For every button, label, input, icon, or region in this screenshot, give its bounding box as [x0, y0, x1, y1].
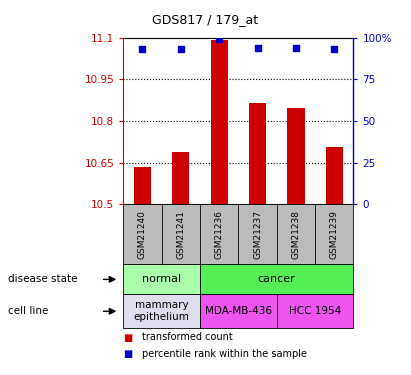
Text: GSM21237: GSM21237: [253, 210, 262, 259]
Point: [293, 45, 299, 51]
Text: ■: ■: [123, 350, 133, 359]
Text: cancer: cancer: [258, 274, 296, 284]
Point: [254, 45, 261, 51]
Point: [216, 36, 222, 42]
Bar: [172, 152, 189, 204]
Bar: [210, 40, 228, 204]
Bar: [287, 108, 305, 204]
Text: cell line: cell line: [8, 306, 48, 316]
Text: normal: normal: [142, 274, 181, 284]
Text: GSM21236: GSM21236: [215, 210, 224, 259]
Text: GSM21240: GSM21240: [138, 210, 147, 259]
Point: [139, 46, 146, 52]
Text: transformed count: transformed count: [142, 333, 233, 342]
Bar: [134, 167, 151, 204]
Text: GDS817 / 179_at: GDS817 / 179_at: [152, 13, 259, 26]
Text: GSM21238: GSM21238: [291, 210, 300, 259]
Bar: [249, 103, 266, 204]
Text: percentile rank within the sample: percentile rank within the sample: [142, 350, 307, 359]
Bar: [326, 147, 343, 204]
Point: [178, 46, 184, 52]
Text: HCC 1954: HCC 1954: [289, 306, 341, 316]
Text: GSM21241: GSM21241: [176, 210, 185, 259]
Text: GSM21239: GSM21239: [330, 210, 339, 259]
Point: [331, 46, 337, 52]
Text: ■: ■: [123, 333, 133, 342]
Text: MDA-MB-436: MDA-MB-436: [205, 306, 272, 316]
Text: disease state: disease state: [8, 274, 78, 284]
Text: mammary
epithelium: mammary epithelium: [134, 300, 189, 322]
